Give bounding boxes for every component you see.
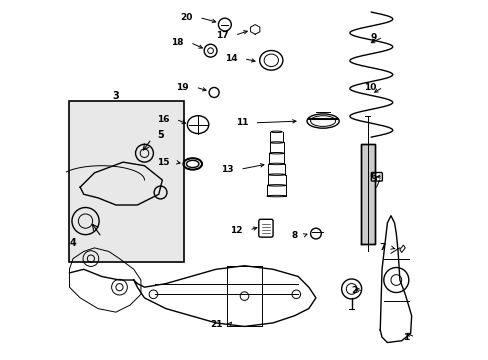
Text: 19: 19 [176, 83, 189, 92]
Text: 21: 21 [210, 320, 223, 329]
Text: 14: 14 [224, 54, 237, 63]
Text: 4: 4 [69, 238, 76, 248]
Text: 18: 18 [171, 38, 183, 47]
Text: 10: 10 [364, 83, 376, 92]
Text: 2: 2 [350, 286, 356, 295]
Text: 3: 3 [112, 91, 119, 101]
Text: 1: 1 [402, 333, 408, 342]
Text: 7: 7 [379, 243, 385, 252]
Text: 15: 15 [157, 158, 169, 167]
Text: 8: 8 [290, 231, 297, 240]
Bar [69, 102, 183, 262]
Text: 13: 13 [221, 165, 233, 174]
Text: 6: 6 [370, 172, 376, 181]
Text: 9: 9 [369, 33, 376, 42]
Text: 11: 11 [235, 118, 247, 127]
Text: 16: 16 [157, 115, 169, 124]
Text: 20: 20 [180, 13, 192, 22]
Bar [360, 144, 374, 244]
Text: 12: 12 [230, 225, 242, 234]
Text: 17: 17 [215, 31, 228, 40]
Text: 5: 5 [157, 130, 163, 140]
